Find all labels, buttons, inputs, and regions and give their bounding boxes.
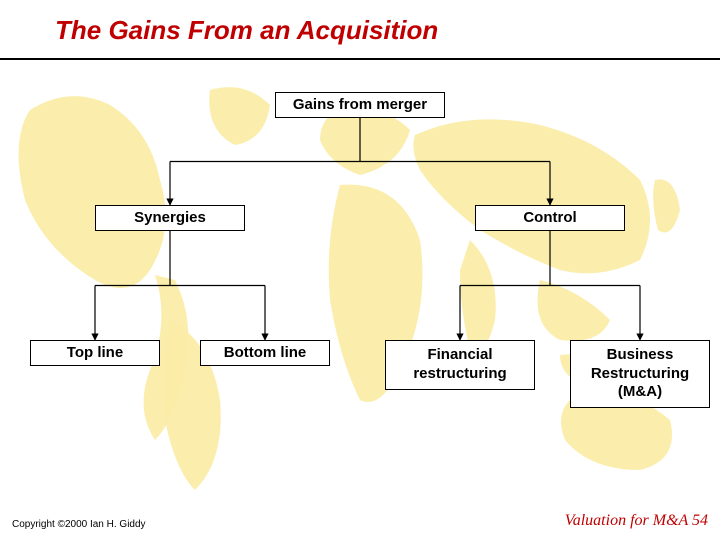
- tree-node-bus: Business Restructuring (M&A): [570, 340, 710, 408]
- copyright-text: Copyright ©2000 Ian H. Giddy: [12, 519, 146, 530]
- tree-node-syn: Synergies: [95, 205, 245, 231]
- footer-page-number: 54: [692, 512, 708, 529]
- tree-connectors: [0, 0, 720, 540]
- slide-title: The Gains From an Acquisition: [55, 15, 438, 46]
- page-footer: Valuation for M&A 54: [565, 512, 708, 530]
- tree-node-ctrl: Control: [475, 205, 625, 231]
- world-map-background: [0, 70, 720, 500]
- tree-node-fin: Financial restructuring: [385, 340, 535, 390]
- footer-section-name: Valuation for M&A: [565, 512, 692, 529]
- tree-node-top: Top line: [30, 340, 160, 366]
- tree-node-root: Gains from merger: [275, 92, 445, 118]
- title-underline: [0, 58, 720, 60]
- tree-node-bot: Bottom line: [200, 340, 330, 366]
